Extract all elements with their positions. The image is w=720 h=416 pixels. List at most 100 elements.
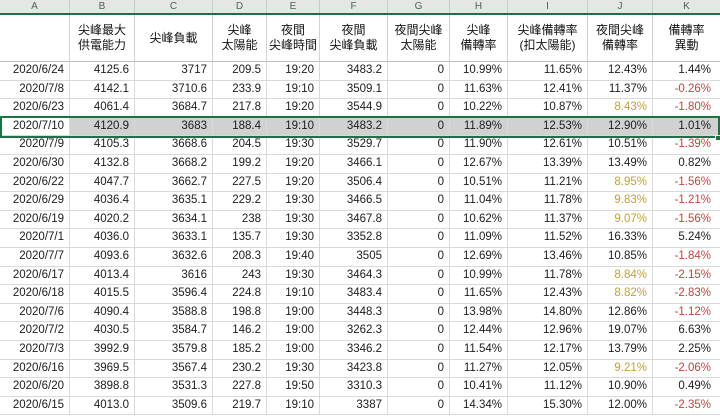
cell[interactable]: 0 [388,99,450,118]
fill-handle[interactable] [715,135,720,141]
cell[interactable]: 19.07% [588,322,653,341]
cell[interactable]: 3310.3 [320,378,388,397]
cell[interactable]: -2.35% [653,397,720,416]
cell[interactable]: 12.69% [450,247,508,267]
cell[interactable]: -1.84% [653,248,720,267]
cell[interactable]: 13.79% [588,340,653,360]
cell[interactable]: 13.49% [588,154,653,174]
cell[interactable]: 3483.4 [320,285,388,304]
cell[interactable]: 3992.9 [70,340,135,360]
cell[interactable]: -1.12% [653,304,720,323]
cell[interactable]: 224.8 [213,285,267,304]
cell[interactable]: 11.89% [450,117,508,137]
cell-date[interactable]: 2020/6/30 [0,154,70,174]
cell[interactable]: 0 [388,80,450,100]
cell[interactable]: 3423.8 [320,359,388,379]
cell[interactable]: 219.7 [213,396,267,416]
cell[interactable]: 11.04% [450,192,508,211]
cell[interactable]: 11.21% [508,173,588,193]
cell[interactable]: 199.2 [213,154,267,174]
column-header-C[interactable]: C [135,0,213,13]
cell[interactable]: 0.49% [653,378,720,397]
cell[interactable]: 3346.2 [320,340,388,360]
cell-date[interactable]: 2020/6/17 [0,266,70,286]
cell[interactable]: 3509.6 [135,396,213,416]
cell[interactable]: 10.90% [588,378,653,397]
cell[interactable]: 0 [388,322,450,341]
cell[interactable]: 3509.1 [320,80,388,100]
cell[interactable]: 16.33% [588,229,653,248]
cell[interactable]: 4013.0 [70,396,135,416]
cell-date[interactable]: 2020/6/19 [0,210,70,230]
cell[interactable]: -2.06% [653,360,720,379]
cell[interactable]: 19:10 [267,285,320,304]
cell[interactable]: 11.37% [588,80,653,100]
cell[interactable]: 10.87% [508,99,588,118]
cell[interactable]: 4120.9 [70,117,135,137]
header-cell-b[interactable]: 尖峰最大 供電能力 [70,15,135,62]
cell[interactable]: 19:30 [267,210,320,230]
cell[interactable]: 9.21% [588,359,653,379]
cell-date[interactable]: 2020/6/20 [0,378,70,397]
cell[interactable]: 12.61% [508,136,588,155]
cell[interactable]: 12.43% [588,62,653,81]
cell[interactable]: 0 [388,303,450,323]
cell[interactable]: 19:30 [267,136,320,155]
cell[interactable]: 3466.1 [320,154,388,174]
header-cell-j[interactable]: 夜間尖峰 備轉率 [588,15,653,62]
cell[interactable]: 9.07% [588,210,653,230]
cell[interactable]: 11.09% [450,229,508,248]
cell[interactable]: 12.44% [450,322,508,341]
cell-date[interactable]: 2020/6/22 [0,173,70,193]
cell[interactable]: 0 [388,247,450,267]
cell[interactable]: 230.2 [213,359,267,379]
cell[interactable]: 12.41% [508,80,588,100]
cell[interactable]: -1.39% [653,136,720,155]
cell[interactable]: 12.96% [508,322,588,341]
cell[interactable]: 0 [388,340,450,360]
cell[interactable]: 19:00 [267,322,320,341]
cell[interactable]: 10.99% [450,62,508,81]
cell[interactable]: 10.85% [588,247,653,267]
cell[interactable]: 12.17% [508,340,588,360]
cell[interactable]: 15.30% [508,396,588,416]
cell[interactable]: 0 [388,117,450,137]
cell[interactable]: 217.8 [213,99,267,118]
cell[interactable]: 19:20 [267,154,320,174]
cell[interactable]: 3633.1 [135,229,213,248]
cell-date[interactable]: 2020/6/15 [0,396,70,416]
cell[interactable]: 3466.5 [320,192,388,211]
cell[interactable]: 11.65% [450,285,508,304]
cell[interactable]: 4142.1 [70,80,135,100]
cell[interactable]: 0 [388,359,450,379]
cell-date[interactable]: 2020/7/9 [0,136,70,155]
cell[interactable]: 9.83% [588,192,653,211]
cell[interactable]: 188.4 [213,117,267,137]
cell[interactable]: 0 [388,154,450,174]
cell[interactable]: 8.84% [588,266,653,286]
cell[interactable]: 11.54% [450,340,508,360]
cell[interactable]: 10.62% [450,210,508,230]
cell[interactable]: 209.5 [213,62,267,81]
cell[interactable]: 0 [388,396,450,416]
cell[interactable]: 4061.4 [70,99,135,118]
cell[interactable]: 204.5 [213,136,267,155]
cell[interactable]: 4105.3 [70,136,135,155]
column-header-J[interactable]: J [588,0,653,13]
column-header-I[interactable]: I [508,0,588,13]
header-cell-a[interactable] [0,15,70,62]
cell[interactable]: 3387 [320,396,388,416]
cell[interactable]: 4125.6 [70,62,135,81]
header-cell-f[interactable]: 夜間 尖峰負載 [320,15,388,62]
cell[interactable]: 5.24% [653,229,720,248]
cell-date[interactable]: 2020/6/16 [0,359,70,379]
cell[interactable]: 3464.3 [320,266,388,286]
cell[interactable]: 4020.2 [70,210,135,230]
cell[interactable]: 12.00% [588,396,653,416]
cell[interactable]: 13.98% [450,303,508,323]
cell[interactable]: 3684.7 [135,99,213,118]
cell[interactable]: 0 [388,136,450,155]
cell[interactable]: 12.67% [450,154,508,174]
cell[interactable]: 4090.4 [70,303,135,323]
cell[interactable]: 1.44% [653,62,720,81]
